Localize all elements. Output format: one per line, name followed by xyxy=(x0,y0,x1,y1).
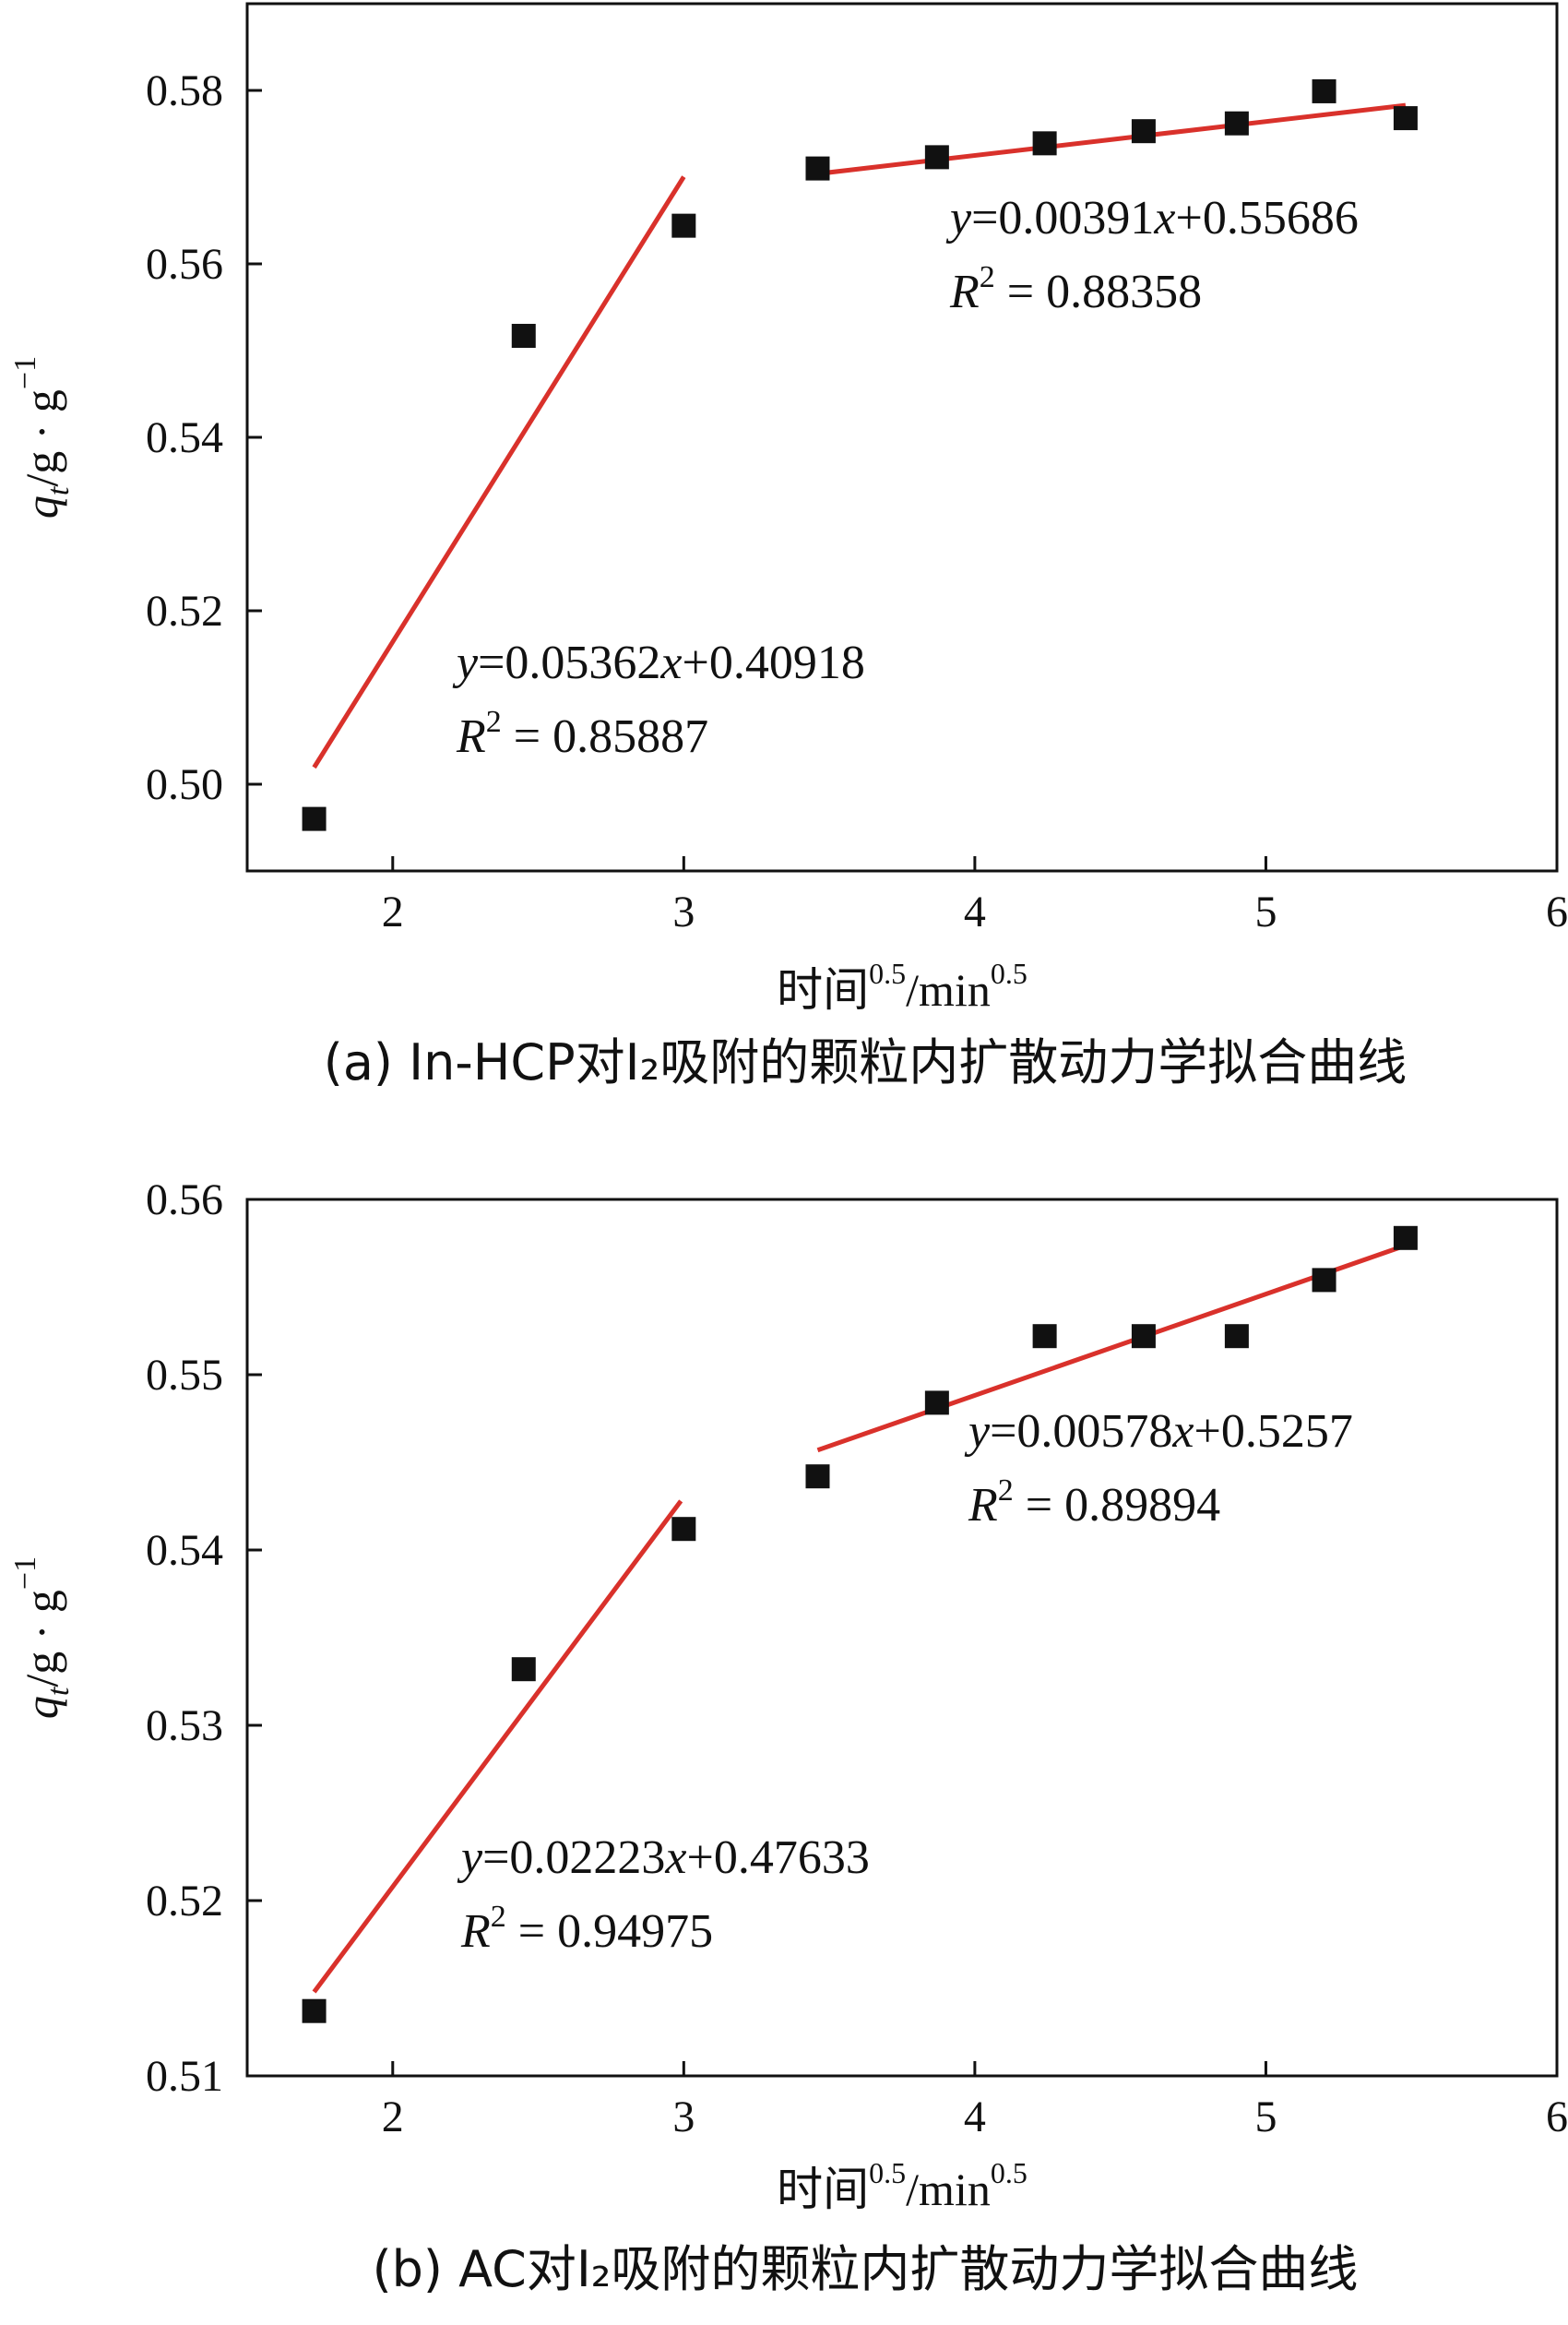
fit-line-2 xyxy=(817,102,1407,176)
y-tick-label: 0.53 xyxy=(146,1701,223,1750)
y-tick-label: 0.51 xyxy=(146,2052,223,2101)
data-point xyxy=(1131,1324,1156,1349)
x-tick-label: 3 xyxy=(672,2092,695,2141)
y-tick-label: 0.56 xyxy=(146,1175,223,1224)
data-point xyxy=(1224,111,1249,136)
x-tick-label: 6 xyxy=(1546,2092,1568,2141)
y-axis-label: qt/g · g−1 xyxy=(8,356,76,519)
figure-caption: (b) AC对I₂吸附的颗粒内扩散动力学拟合曲线 xyxy=(373,2240,1359,2298)
data-point xyxy=(924,1390,949,1415)
y-tick-label: 0.55 xyxy=(146,1351,223,1400)
data-point xyxy=(1032,131,1057,156)
y-tick-label: 0.54 xyxy=(146,1526,223,1575)
data-point xyxy=(805,1464,830,1489)
fit-r2-1: R2 = 0.94975 xyxy=(460,1900,713,1958)
data-point xyxy=(1312,1268,1336,1293)
y-tick-label: 0.56 xyxy=(146,240,223,289)
plot-frame xyxy=(245,1198,1559,2078)
fit-equation-2: y=0.00391x+0.55686 xyxy=(945,192,1359,244)
x-axis-label: 时间0.5/min0.5 xyxy=(777,957,1028,1017)
y-tick-label: 0.58 xyxy=(146,66,223,115)
data-point xyxy=(1032,1324,1057,1349)
x-axis-label: 时间0.5/min0.5 xyxy=(777,2156,1028,2216)
x-tick-label: 2 xyxy=(382,888,404,936)
x-tick-label: 2 xyxy=(382,2092,404,2141)
fit-r2-2: R2 = 0.88358 xyxy=(949,260,1202,318)
chart-panel-a: 2 3 4 5 6 0.50 0.52 0.54 0.56 0.58 y=0.05362x+0.40… xyxy=(8,2,1568,1091)
fit-line-1 xyxy=(312,1499,683,1994)
x-tick-label: 4 xyxy=(964,888,986,936)
y-axis-label: qt/g · g−1 xyxy=(8,1556,76,1719)
data-point xyxy=(302,806,327,831)
fit-r2-1: R2 = 0.85887 xyxy=(456,705,708,763)
chart-panel-b: 2 3 4 5 6 0.51 0.52 0.53 0.54 0.55 0.56 y=0.02223x+… xyxy=(8,1175,1568,2298)
x-tick-label: 3 xyxy=(672,888,695,936)
data-point xyxy=(805,156,830,181)
data-point xyxy=(1131,119,1156,144)
y-tick-label: 0.52 xyxy=(146,1877,223,1926)
data-point xyxy=(924,145,949,170)
data-point xyxy=(1393,1225,1418,1250)
fit-equation-2: y=0.00578x+0.5257 xyxy=(964,1405,1353,1458)
data-point xyxy=(671,213,696,238)
fit-equation-1: y=0.05362x+0.40918 xyxy=(452,637,865,689)
data-point xyxy=(302,1998,327,2023)
data-point xyxy=(671,1517,696,1542)
x-tick-label: 5 xyxy=(1254,888,1277,936)
fit-r2-2: R2 = 0.89894 xyxy=(968,1473,1220,1532)
fit-equation-1: y=0.02223x+0.47633 xyxy=(457,1831,870,1884)
figure-caption: (a) In-HCP对I₂吸附的颗粒内扩散动力学拟合曲线 xyxy=(324,1033,1407,1091)
y-tick-label: 0.52 xyxy=(146,587,223,636)
fit-line-1 xyxy=(312,175,686,769)
data-point xyxy=(1393,106,1418,131)
x-tick-label: 4 xyxy=(964,2092,986,2141)
plot-frame xyxy=(245,2,1559,873)
y-tick-label: 0.54 xyxy=(146,413,223,462)
x-tick-label: 6 xyxy=(1546,888,1568,936)
fit-line-2 xyxy=(816,1243,1407,1453)
data-point xyxy=(1312,78,1336,103)
data-point xyxy=(511,1657,536,1682)
x-tick-label: 5 xyxy=(1254,2092,1277,2141)
data-point xyxy=(511,324,536,349)
data-point xyxy=(1224,1324,1249,1349)
y-tick-label: 0.50 xyxy=(146,760,223,809)
